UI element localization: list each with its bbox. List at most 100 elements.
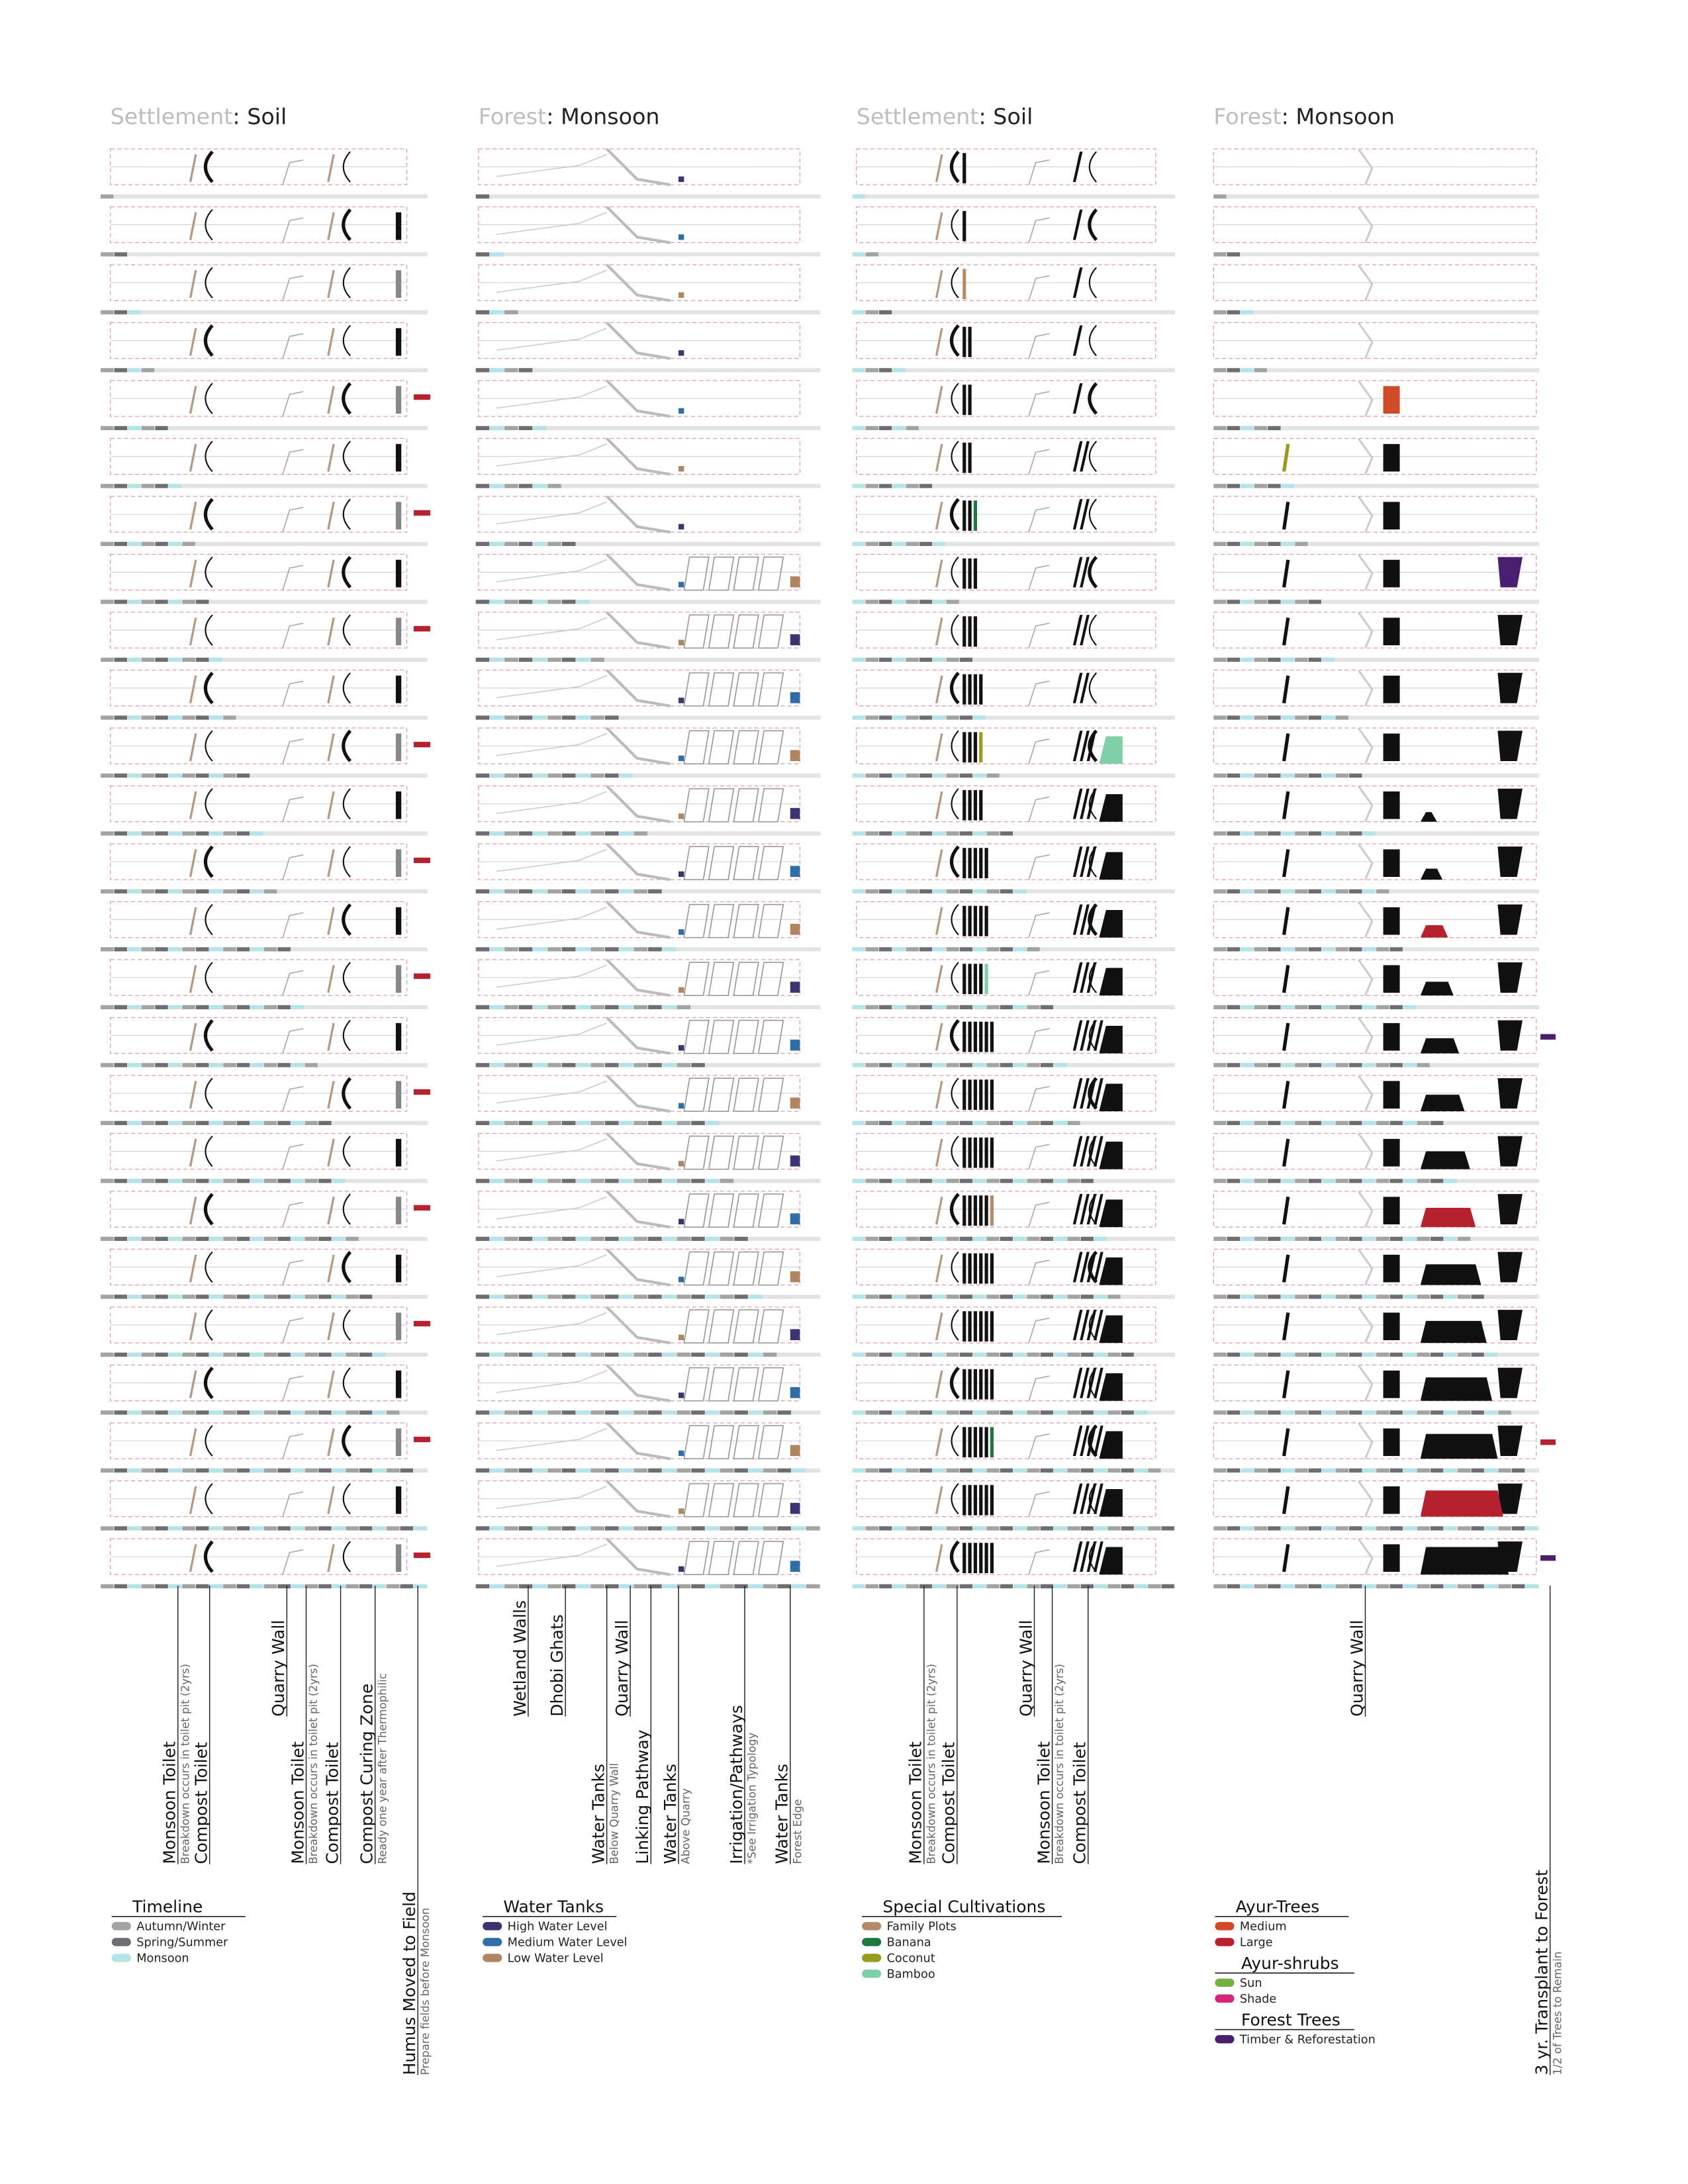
timeline-segment [892, 657, 906, 662]
timeline-segment [705, 1295, 720, 1299]
timeline-segment [1389, 1063, 1403, 1068]
timeline-segment [879, 1468, 892, 1473]
crop-bar [984, 1484, 988, 1516]
timeline-segment [1295, 1468, 1308, 1473]
crop-bar [962, 269, 966, 300]
timeline-segment [1080, 1179, 1094, 1183]
pit-line [189, 1138, 197, 1167]
sapling [1282, 1543, 1290, 1572]
label: Water Tanks [661, 1764, 680, 1864]
channel [606, 206, 671, 244]
label: Humus Moved to Field [400, 1891, 419, 2075]
channel [606, 263, 671, 302]
timeline-segment [892, 1410, 906, 1415]
wall-line [1028, 565, 1050, 590]
timeline-segment [141, 889, 155, 893]
crop-bar [984, 1253, 988, 1284]
forest-wall [1357, 1538, 1374, 1575]
timeline-segment [720, 1179, 734, 1183]
timeline-segment [518, 1352, 533, 1357]
timeline-segment [236, 1352, 250, 1357]
timeline-segment [168, 1120, 182, 1125]
curing-bin [395, 328, 402, 356]
timeline-segment [400, 1468, 414, 1473]
timeline-segment [946, 1526, 959, 1531]
timeline-segment [141, 426, 155, 430]
timeline-segment [852, 1179, 865, 1183]
channel [496, 1543, 607, 1567]
timeline-base [101, 310, 428, 314]
timeline-segment [879, 484, 892, 488]
pit-line [935, 328, 943, 356]
irrigation-cell [683, 556, 710, 591]
timeline-segment [919, 1005, 933, 1009]
grove [1099, 910, 1123, 938]
irrigation-cell [708, 788, 735, 823]
timeline-base [1213, 194, 1539, 199]
crop-bar [984, 1369, 988, 1400]
timeline-segment [1458, 1295, 1471, 1299]
sapling [1282, 1138, 1290, 1167]
tank-level [679, 871, 684, 877]
timeline-segment [475, 889, 490, 893]
timeline-segment [973, 1179, 986, 1183]
timeline-segment [1268, 1120, 1281, 1125]
timeline-segment [318, 1295, 332, 1299]
timeline-segment [763, 1468, 777, 1473]
edge-tank [790, 692, 800, 704]
timeline-segment [1135, 1410, 1148, 1415]
timeline-segment [986, 1120, 1000, 1125]
crop-bar [984, 848, 988, 879]
timeline-segment [590, 1584, 604, 1588]
timeline-segment [1322, 1295, 1335, 1299]
crop-bar [979, 732, 983, 763]
timeline-segment [101, 484, 114, 488]
timeline-segment [633, 1236, 647, 1241]
humus-mark [414, 741, 430, 748]
timeline-segment [879, 310, 892, 314]
crop-bar [984, 1543, 988, 1574]
timeline-segment [128, 773, 141, 778]
timeline-segment [852, 1526, 865, 1531]
wall-line [282, 738, 304, 764]
timeline-segment [101, 1468, 114, 1473]
pit-line [189, 1023, 197, 1051]
timeline-segment [209, 1120, 222, 1125]
timeline-segment [865, 1584, 878, 1588]
curing-bin [395, 1197, 402, 1224]
timeline-segment [168, 1295, 182, 1299]
toilet-arc [205, 788, 213, 820]
timeline-segment [291, 1410, 305, 1415]
timeline-segment [691, 1295, 705, 1299]
timeline-segment [960, 1410, 973, 1415]
curing-bin [395, 1428, 402, 1456]
timeline-segment [1107, 1352, 1121, 1357]
timeline-segment [1322, 1410, 1335, 1415]
forest-mass [1420, 1208, 1476, 1228]
timeline-segment [1308, 1526, 1321, 1531]
timeline-segment [196, 1063, 209, 1068]
timeline-segment [1227, 773, 1241, 778]
pit-line [935, 559, 943, 588]
toilet-arc [205, 556, 213, 588]
timeline-base [1213, 426, 1539, 430]
irrigation-cell [708, 730, 735, 764]
forest-block [1383, 965, 1400, 993]
timeline-segment [705, 1236, 720, 1241]
channel [606, 842, 671, 882]
timeline-segment [475, 947, 490, 952]
channel [606, 1537, 671, 1576]
toilet-arc [951, 440, 959, 473]
crop-bar [962, 1195, 966, 1226]
timeline-segment [777, 1410, 791, 1415]
timeline-segment [1227, 1526, 1241, 1531]
forest-block [1497, 1194, 1523, 1224]
timeline-segment [1094, 1584, 1107, 1588]
wall-line [1028, 1085, 1050, 1112]
timeline-segment [633, 1120, 647, 1125]
timeline-segment [1094, 1468, 1107, 1473]
timeline-segment [291, 1468, 305, 1473]
timeline-segment [1148, 1584, 1161, 1588]
timeline-segment [1000, 1468, 1013, 1473]
crop-bar [962, 1369, 966, 1400]
